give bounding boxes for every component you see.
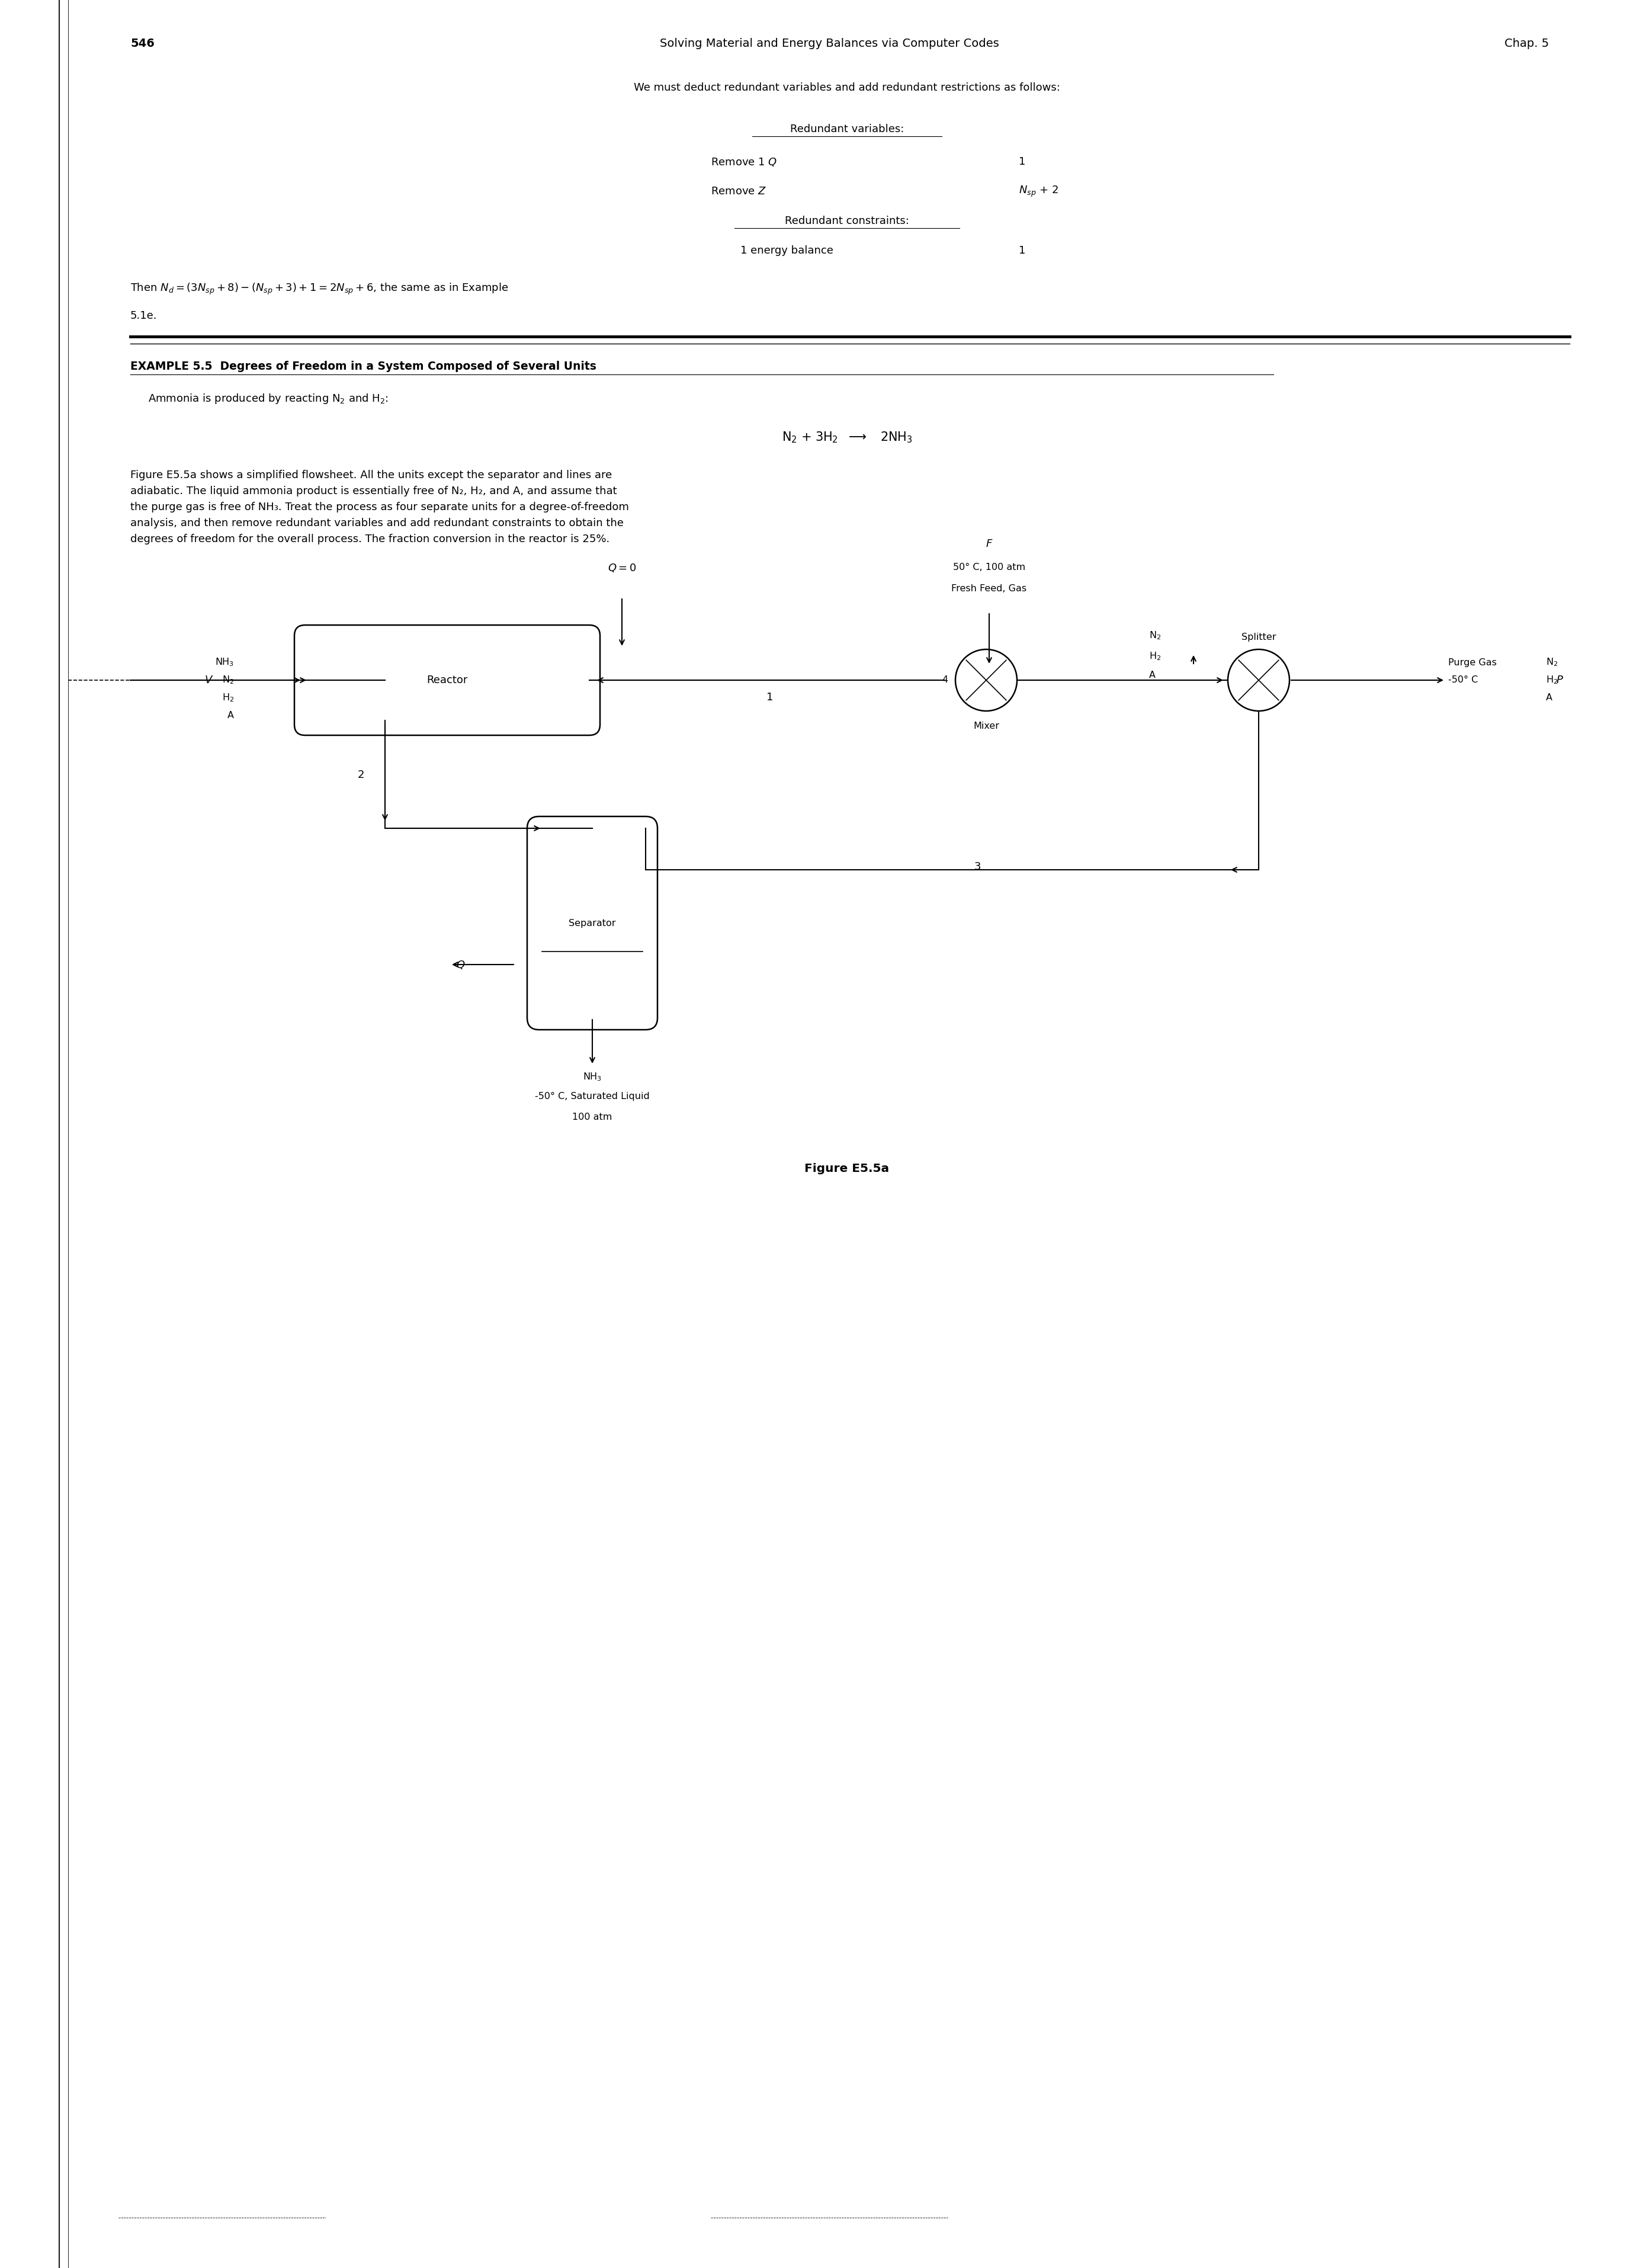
Text: 3: 3 (973, 862, 981, 873)
Text: Separator: Separator (568, 919, 616, 928)
Text: 4: 4 (942, 676, 947, 685)
Text: A: A (1150, 671, 1156, 680)
Text: 1 energy balance: 1 energy balance (740, 245, 833, 256)
Text: 100 atm: 100 atm (572, 1114, 612, 1123)
Text: NH$_3$: NH$_3$ (216, 658, 234, 669)
FancyBboxPatch shape (527, 816, 658, 1030)
Text: Then $N_d = (3N_{sp} + 8) - (N_{sp} + 3) + 1 = 2N_{sp} + 6$, the same as in Exam: Then $N_d = (3N_{sp} + 8) - (N_{sp} + 3)… (131, 281, 508, 297)
Text: Figure E5.5a shows a simplified flowsheet. All the units except the separator an: Figure E5.5a shows a simplified flowshee… (131, 469, 629, 544)
Text: $P$: $P$ (1556, 676, 1564, 685)
Text: -50° C, Saturated Liquid: -50° C, Saturated Liquid (536, 1091, 650, 1100)
Text: $N_{sp}$ + 2: $N_{sp}$ + 2 (1019, 184, 1058, 197)
Text: 50° C, 100 atm: 50° C, 100 atm (954, 562, 1026, 572)
Text: Reactor: Reactor (426, 676, 467, 685)
Text: $F$: $F$ (985, 538, 993, 549)
Text: Ammonia is produced by reacting N$_2$ and H$_2$:: Ammonia is produced by reacting N$_2$ an… (149, 392, 389, 406)
Text: N$_2$: N$_2$ (1546, 658, 1558, 669)
Text: 1: 1 (1019, 156, 1026, 168)
Text: Solving Material and Energy Balances via Computer Codes: Solving Material and Energy Balances via… (660, 39, 999, 50)
Text: 2: 2 (358, 769, 364, 780)
Text: NH$_3$: NH$_3$ (583, 1070, 601, 1082)
Text: 5.1e.: 5.1e. (131, 311, 157, 322)
Text: N$_2$: N$_2$ (1150, 631, 1161, 642)
Text: Purge Gas: Purge Gas (1448, 658, 1497, 667)
Text: A: A (227, 712, 234, 721)
Text: Redundant constraints:: Redundant constraints: (785, 215, 910, 227)
Text: A: A (1546, 694, 1553, 703)
Text: N$_2$: N$_2$ (222, 674, 234, 685)
Text: Remove $Z$: Remove $Z$ (710, 186, 766, 197)
Text: 1: 1 (766, 692, 774, 703)
Text: 1: 1 (1019, 245, 1026, 256)
Text: Splitter: Splitter (1241, 633, 1275, 642)
Text: N$_2$ + 3H$_2$  $\longrightarrow$   2NH$_3$: N$_2$ + 3H$_2$ $\longrightarrow$ 2NH$_3$ (782, 431, 913, 445)
Text: $Q = 0$: $Q = 0$ (607, 562, 637, 574)
Text: $V$: $V$ (204, 676, 214, 685)
Text: EXAMPLE 5.5  Degrees of Freedom in a System Composed of Several Units: EXAMPLE 5.5 Degrees of Freedom in a Syst… (131, 361, 596, 372)
Text: Fresh Feed, Gas: Fresh Feed, Gas (952, 583, 1027, 592)
Text: 546: 546 (131, 39, 155, 50)
Text: -50° C: -50° C (1448, 676, 1478, 685)
Text: $Q$: $Q$ (456, 959, 465, 971)
Text: Remove 1 $Q$: Remove 1 $Q$ (710, 156, 777, 168)
Text: H$_2$: H$_2$ (222, 692, 234, 703)
Text: Figure E5.5a: Figure E5.5a (805, 1163, 890, 1175)
Text: We must deduct redundant variables and add redundant restrictions as follows:: We must deduct redundant variables and a… (634, 82, 1060, 93)
Text: Mixer: Mixer (973, 721, 999, 730)
FancyBboxPatch shape (294, 626, 599, 735)
Text: H$_2$: H$_2$ (1150, 651, 1161, 662)
Text: Redundant variables:: Redundant variables: (790, 125, 905, 134)
Text: H$_2$: H$_2$ (1546, 674, 1558, 685)
Text: Chap. 5: Chap. 5 (1504, 39, 1550, 50)
